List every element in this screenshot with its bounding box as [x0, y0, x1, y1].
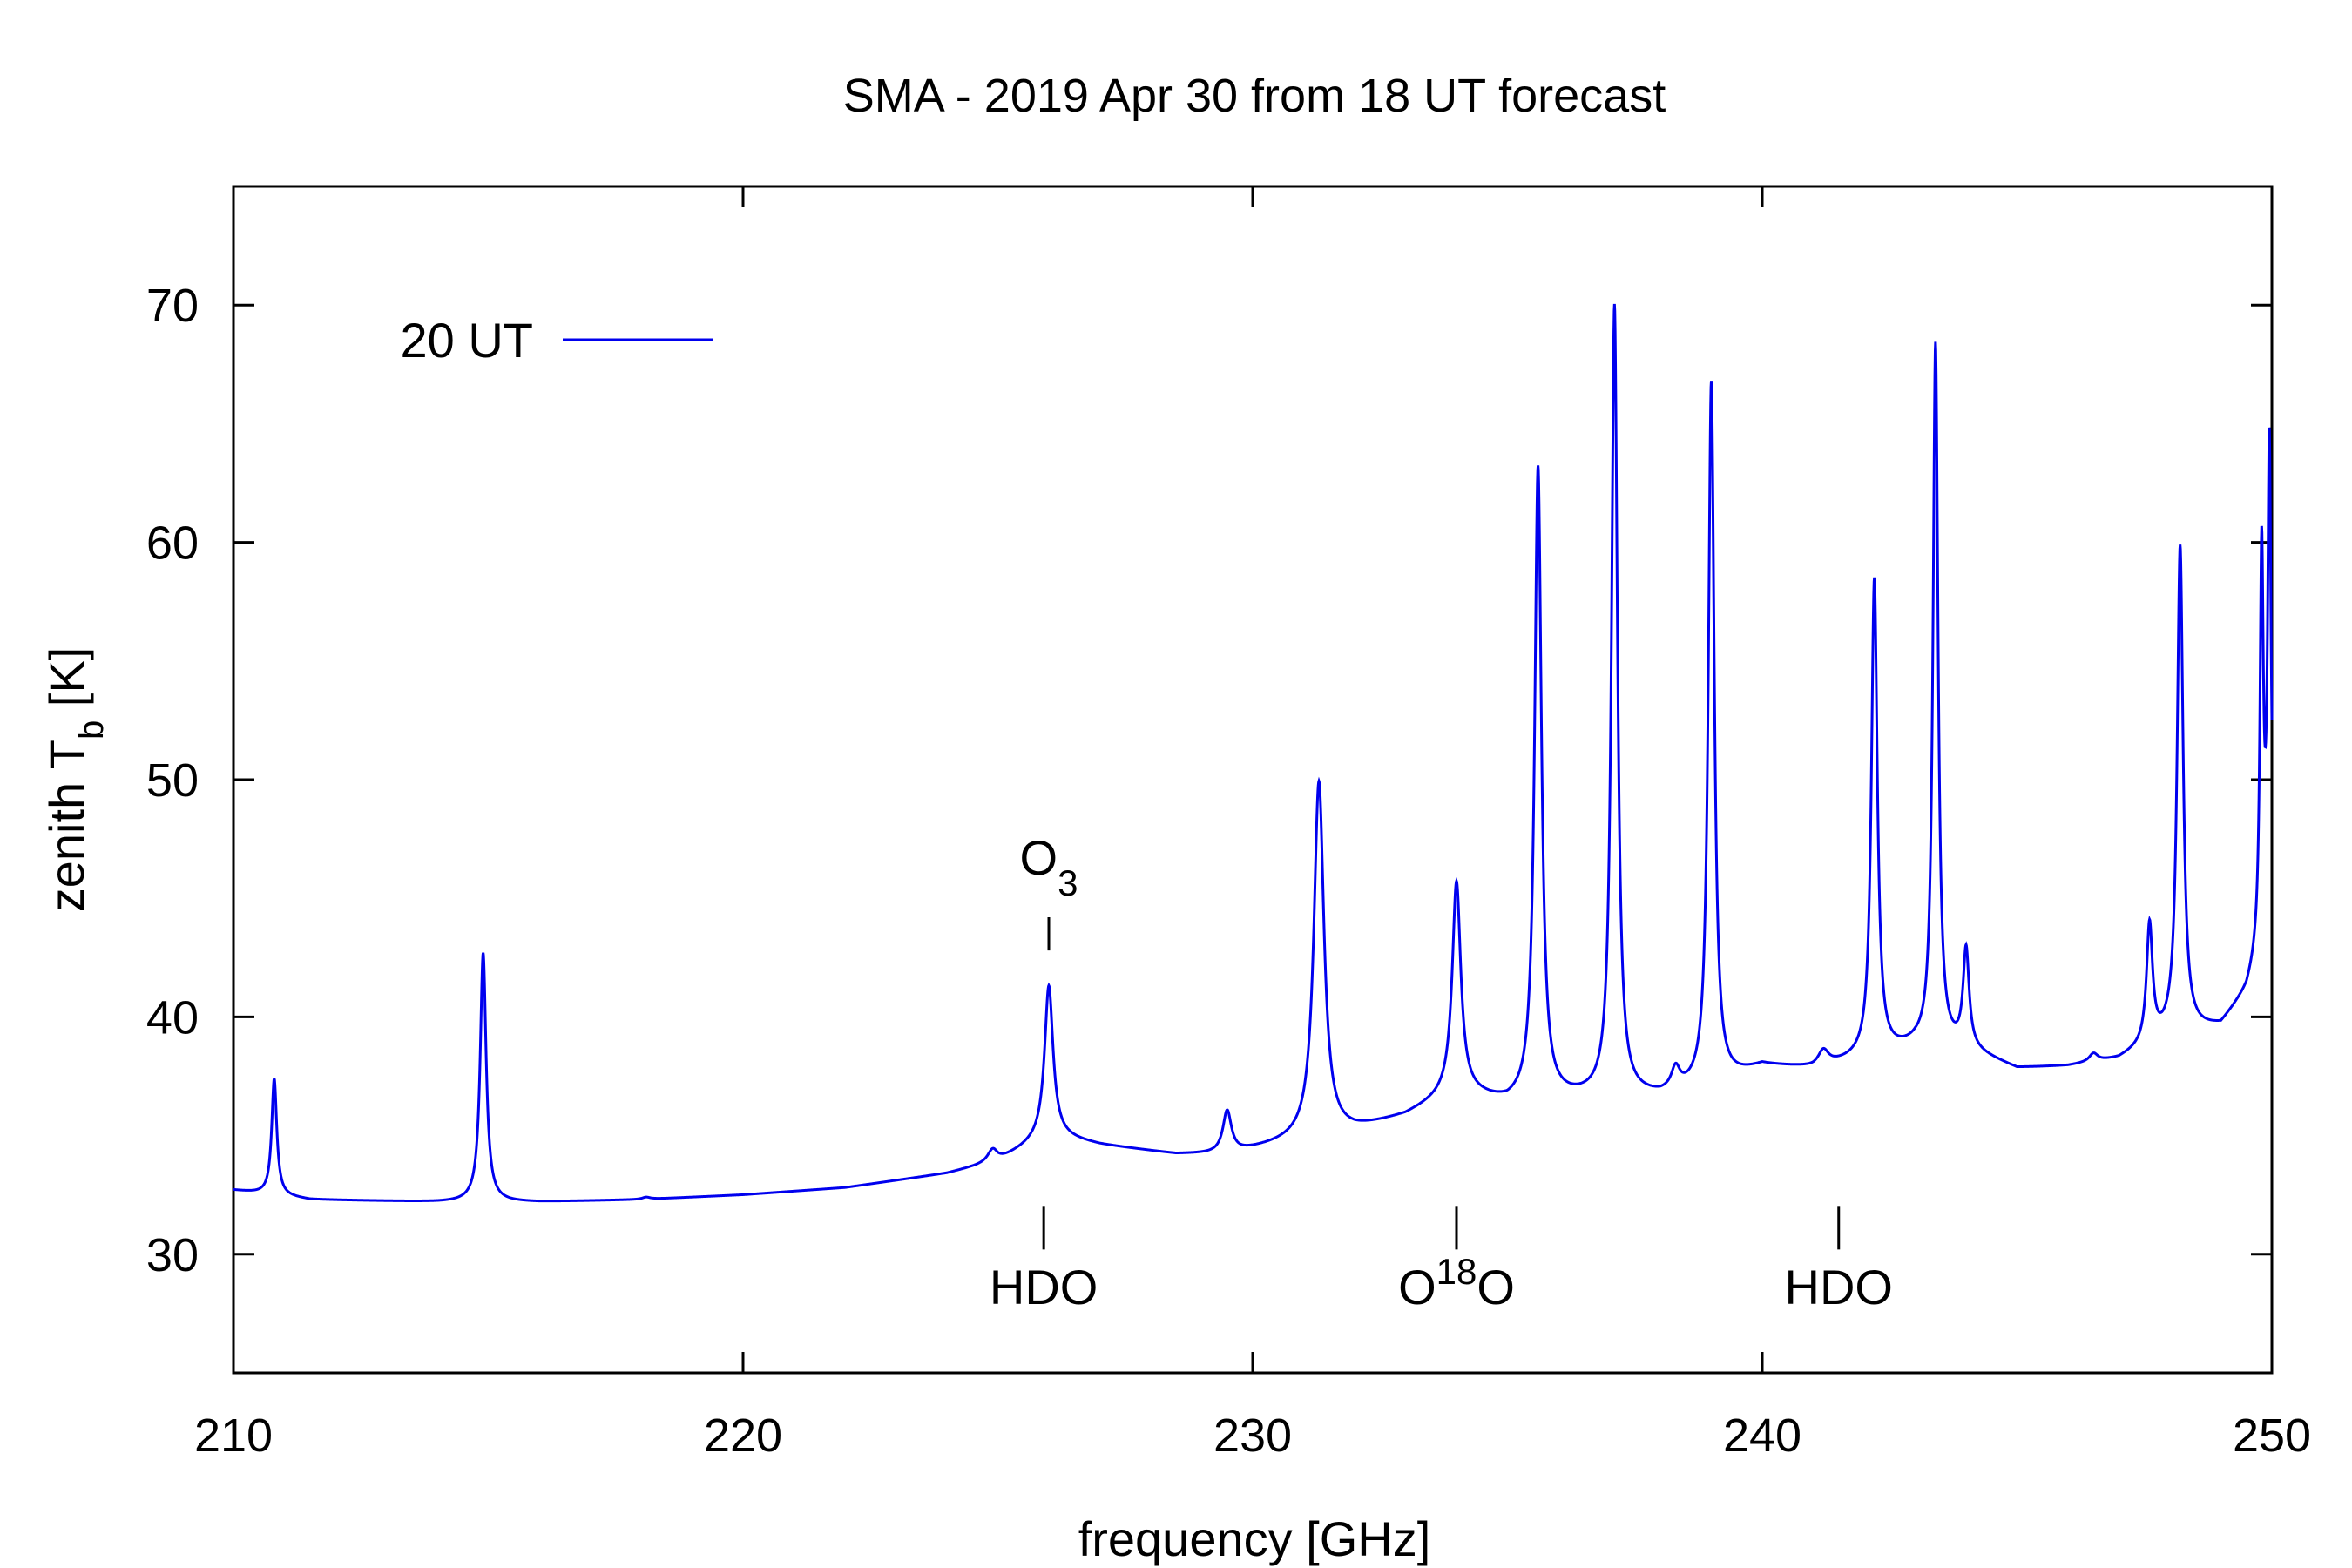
y-axis-ticks: 30 40 50 60 70: [146, 280, 2272, 1281]
y-tick-label: 70: [146, 280, 199, 332]
x-tick-label: 220: [704, 1409, 782, 1462]
x-tick-label: 230: [1213, 1409, 1292, 1462]
x-tick-label: 250: [2233, 1409, 2311, 1462]
x-tick-label: 240: [1723, 1409, 1801, 1462]
x-axis-label: frequency [GHz]: [1078, 1511, 1431, 1566]
y-axis-label-sub: b: [72, 720, 111, 740]
y-tick-label: 40: [146, 991, 199, 1044]
y-axis-label-prefix: zenith T: [39, 740, 94, 912]
x-axis-ticks: 210 220 230 240 250: [194, 186, 2311, 1462]
annotation-bottom-label: HDO: [990, 1260, 1098, 1315]
x-tick-label: 210: [194, 1409, 273, 1462]
y-axis-label: zenith Tb [K]: [39, 647, 111, 912]
annotation-bottom-label: HDO: [1785, 1260, 1893, 1315]
legend: 20 UT: [401, 313, 713, 368]
series-line-20ut: [233, 303, 2274, 1203]
annotation-top-label: O3: [1020, 830, 1078, 902]
annotation-bottom-label: O18O: [1398, 1251, 1515, 1315]
plot-area: 210 220 230 240 250 30 40 50 60 70 O3 HDO O18O HDO: [146, 185, 2311, 1462]
chart-title: SMA - 2019 Apr 30 from 18 UT forecast: [843, 70, 1666, 122]
y-tick-label: 50: [146, 754, 199, 807]
plot-frame: [232, 185, 2274, 1375]
legend-label: 20 UT: [401, 313, 534, 368]
y-tick-label: 30: [146, 1229, 199, 1281]
y-tick-label: 60: [146, 517, 199, 570]
y-axis-label-suffix: [K]: [39, 647, 94, 720]
line-annotations: O3 HDO O18O HDO: [990, 830, 1893, 1315]
